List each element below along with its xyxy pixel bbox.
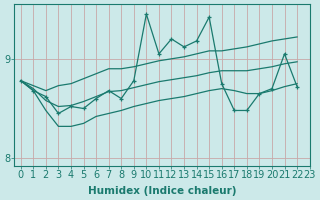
X-axis label: Humidex (Indice chaleur): Humidex (Indice chaleur) xyxy=(88,186,236,196)
